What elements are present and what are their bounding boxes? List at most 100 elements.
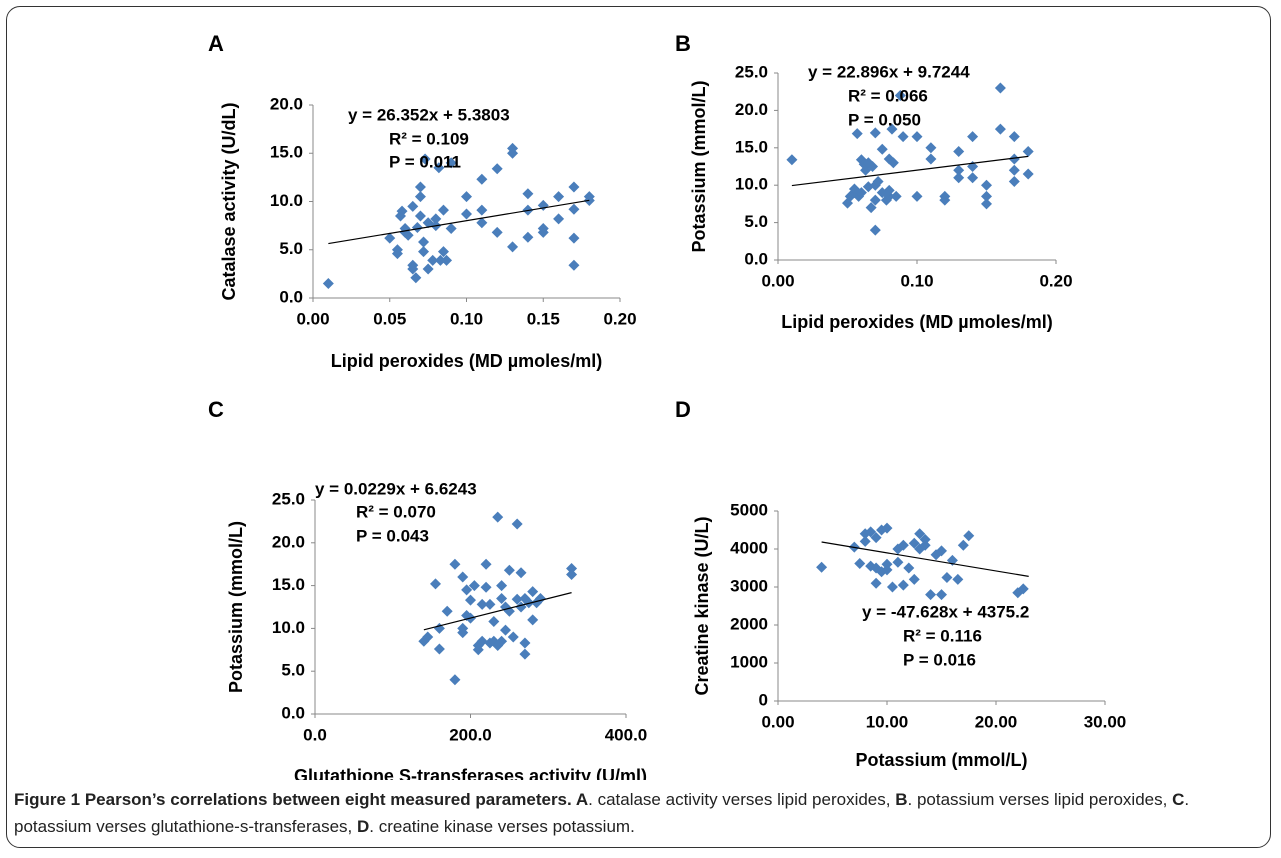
data-point: [523, 597, 535, 609]
x-tick-label: 0.00: [296, 309, 329, 328]
data-point: [786, 154, 798, 166]
data-point: [908, 537, 920, 549]
data-point: [414, 181, 426, 193]
data-point: [897, 579, 909, 591]
data-point: [491, 163, 503, 175]
data-point: [872, 175, 884, 187]
data-point: [437, 204, 449, 216]
data-point: [527, 586, 539, 598]
data-point: [981, 190, 992, 202]
data-point: [881, 564, 893, 576]
data-point: [869, 127, 881, 139]
data-point: [911, 131, 923, 143]
data-point: [854, 557, 866, 569]
data-point: [911, 190, 923, 202]
data-point: [1017, 583, 1029, 595]
data-point: [1022, 146, 1034, 158]
x-tick-label: 30.00: [1084, 712, 1127, 731]
data-point: [441, 254, 453, 266]
annotation: R² = 0.109: [389, 129, 469, 148]
y-tick-label: 10.0: [270, 191, 303, 210]
data-point: [886, 123, 898, 135]
data-point: [568, 203, 580, 215]
x-tick-label: 0.15: [527, 309, 560, 328]
data-point: [953, 164, 965, 176]
annotation: y = 26.352x + 5.3803: [348, 105, 510, 124]
data-point: [883, 184, 895, 196]
data-point: [566, 568, 578, 580]
data-point: [430, 213, 442, 225]
data-point: [527, 614, 539, 626]
data-point: [890, 190, 902, 202]
y-tick-label: 4000: [730, 538, 768, 557]
y-tick-label: 15.0: [270, 143, 303, 162]
caption-text: . potassium verses lipid peroxides,: [907, 790, 1173, 809]
data-point: [434, 254, 446, 266]
data-point: [994, 82, 1006, 94]
data-point: [994, 123, 1006, 135]
data-point: [897, 131, 909, 143]
y-tick-label: 20.0: [272, 532, 305, 551]
x-axis-title: Lipid peroxides (MD µmoles/ml): [781, 312, 1052, 332]
trend-line: [423, 592, 572, 631]
data-point: [441, 605, 453, 617]
data-point: [1008, 131, 1020, 143]
data-point: [568, 259, 580, 271]
y-tick-label: 5.0: [279, 239, 303, 258]
data-point: [865, 526, 877, 538]
y-axis-title: Potassium (mmol/L): [689, 80, 709, 252]
caption-text: A: [575, 790, 589, 809]
data-point: [461, 584, 473, 596]
data-point: [480, 581, 492, 593]
data-point: [427, 254, 439, 266]
annotation: y = 22.896x + 9.7244: [808, 62, 970, 81]
data-point: [430, 578, 442, 590]
data-point: [410, 272, 422, 284]
data-point: [519, 637, 531, 649]
x-axis-title: Lipid peroxides (MD µmoles/ml): [331, 351, 602, 371]
caption-text: C: [1172, 790, 1185, 809]
data-point: [465, 594, 476, 606]
data-point: [816, 561, 828, 573]
caption-text: . catalase activity verses lipid peroxid…: [588, 790, 896, 809]
y-tick-label: 1000: [730, 652, 768, 671]
data-point: [953, 146, 965, 158]
data-point: [883, 190, 895, 202]
data-point: [396, 205, 408, 217]
data-point: [476, 173, 488, 185]
data-point: [941, 572, 953, 583]
panel-label: B: [675, 31, 691, 56]
annotation: P = 0.050: [848, 110, 921, 129]
data-point: [476, 635, 488, 647]
caption-text: . potassium verses glutathione-s-transfe…: [14, 790, 1190, 836]
y-tick-label: 0.0: [281, 703, 305, 722]
data-point: [892, 556, 904, 568]
caption-text: . creatine kinase verses potassium.: [369, 817, 635, 836]
data-point: [449, 674, 461, 686]
data-point: [414, 191, 426, 203]
x-tick-label: 0.10: [900, 271, 933, 290]
data-point: [419, 153, 431, 165]
data-point: [407, 263, 419, 275]
data-point: [897, 539, 909, 551]
y-tick-label: 0.0: [279, 287, 303, 306]
data-point: [445, 157, 457, 169]
data-point: [519, 648, 531, 660]
data-point: [480, 558, 492, 570]
figure-frame: [6, 6, 1271, 848]
annotation: y = -47.628x + 4375.2: [862, 602, 1029, 621]
annotation: R² = 0.070: [356, 502, 436, 521]
data-point: [522, 231, 534, 243]
y-axis-title: Creatine kinase (U/L): [692, 516, 712, 695]
x-tick-label: 200.0: [449, 725, 492, 744]
data-point: [496, 580, 508, 592]
data-point: [433, 643, 445, 655]
data-point: [886, 581, 898, 593]
data-point: [537, 226, 549, 238]
data-point: [422, 263, 434, 275]
data-point: [503, 564, 515, 576]
y-tick-label: 20.0: [270, 94, 303, 113]
data-point: [484, 598, 496, 610]
data-point: [468, 580, 480, 592]
y-tick-label: 15.0: [735, 137, 768, 156]
